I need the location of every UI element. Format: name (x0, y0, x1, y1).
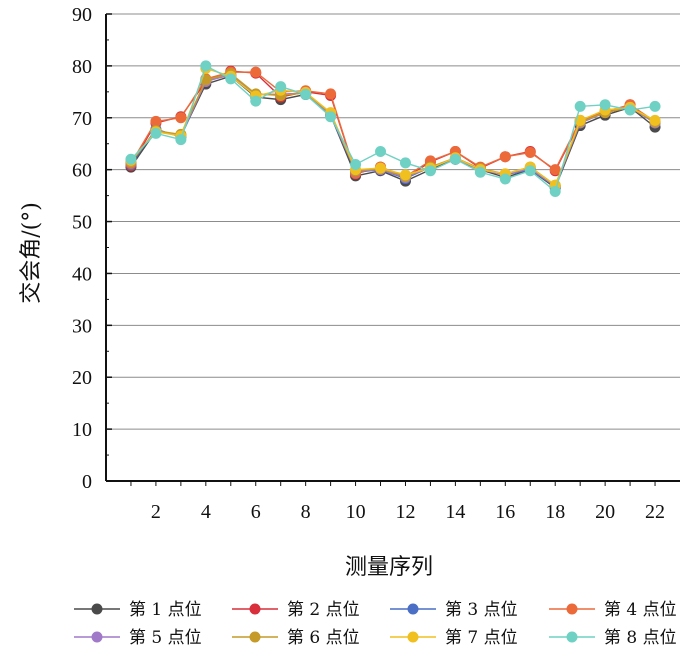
series-line (130, 75, 656, 189)
legend: 第 1 点位 第 2 点位 第 3 点位 第 4 点位第 5 点位 第 6 点位 第 7 … (74, 600, 677, 648)
y-tick-label: 80 (72, 56, 92, 78)
y-axis-title: 交会角/(°) (19, 202, 44, 304)
data-point (275, 81, 287, 93)
legend-label: 第 3 点位 (445, 600, 518, 620)
x-tick-label: 14 (445, 501, 465, 523)
data-point (424, 165, 436, 177)
legend-item: 第 7 点位 (390, 628, 518, 648)
y-tick-label: 50 (72, 212, 92, 234)
data-point (175, 134, 187, 146)
data-point (499, 151, 511, 163)
x-axis-title: 测量序列 (345, 555, 433, 580)
legend-label: 第 6 点位 (287, 628, 360, 648)
data-point (574, 100, 586, 112)
x-axis-ticks: 2 4 6 8 10 12 14 16 18 20 22 (130, 481, 665, 523)
legend-item: 第 8 点位 (549, 628, 677, 648)
data-point (624, 104, 636, 116)
legend-marker (566, 603, 578, 615)
gridlines (106, 13, 680, 430)
legend-marker (91, 603, 103, 615)
x-tick-label: 22 (645, 501, 665, 523)
legend-item: 第 4 点位 (549, 600, 677, 620)
series-group (125, 60, 661, 197)
x-tick-label: 18 (545, 501, 565, 523)
legend-item: 第 5 点位 (74, 628, 202, 648)
series-line (130, 64, 656, 193)
data-point (250, 66, 262, 78)
y-tick-label: 60 (72, 160, 92, 182)
data-point (150, 127, 162, 139)
legend-label: 第 5 点位 (129, 628, 202, 648)
legend-marker (91, 631, 103, 643)
data-point (524, 165, 536, 177)
data-point (175, 112, 187, 124)
x-tick-label: 4 (201, 501, 211, 523)
data-point (300, 88, 312, 100)
legend-item: 第 6 点位 (232, 628, 360, 648)
data-point (200, 60, 212, 72)
y-tick-label: 30 (72, 315, 92, 337)
data-point (250, 95, 262, 107)
axes (105, 14, 680, 482)
x-tick-label: 20 (595, 501, 615, 523)
data-point (399, 157, 411, 169)
data-point (599, 99, 611, 111)
series-1 (125, 70, 661, 194)
data-point (325, 88, 337, 100)
data-point (325, 111, 337, 123)
y-tick-label: 70 (72, 108, 92, 130)
legend-marker (407, 631, 419, 643)
data-point (399, 169, 411, 181)
x-tick-label: 8 (301, 501, 311, 523)
legend-item: 第 2 点位 (232, 600, 360, 620)
data-point (125, 153, 137, 165)
data-point (524, 147, 536, 159)
data-point (649, 100, 661, 112)
y-axis-ticks: 0 10 20 30 40 50 60 70 80 90 (72, 4, 112, 493)
x-tick-label: 6 (251, 501, 261, 523)
y-tick-label: 90 (72, 4, 92, 26)
legend-label: 第 4 点位 (604, 600, 677, 620)
data-point (350, 158, 362, 170)
x-tick-label: 10 (346, 501, 366, 523)
data-point (549, 185, 561, 197)
data-point (225, 73, 237, 85)
data-point (150, 115, 162, 127)
data-point (375, 146, 387, 158)
x-tick-label: 2 (151, 501, 161, 523)
data-point (449, 153, 461, 165)
legend-marker (407, 603, 419, 615)
series-8 (125, 60, 661, 197)
y-tick-label: 40 (72, 263, 92, 285)
legend-label: 第 8 点位 (604, 628, 677, 648)
legend-label: 第 7 点位 (445, 628, 518, 648)
data-point (474, 166, 486, 178)
y-tick-label: 10 (72, 419, 92, 441)
data-point (499, 173, 511, 185)
legend-marker (249, 603, 261, 615)
legend-item: 第 1 点位 (74, 600, 202, 620)
legend-marker (566, 631, 578, 643)
y-tick-label: 20 (72, 367, 92, 389)
legend-label: 第 1 点位 (129, 600, 202, 620)
x-tick-label: 12 (395, 501, 415, 523)
y-tick-label: 0 (82, 471, 92, 493)
legend-label: 第 2 点位 (287, 600, 360, 620)
data-point (549, 164, 561, 176)
data-point (375, 162, 387, 174)
x-tick-label: 16 (495, 501, 515, 523)
data-point (649, 114, 661, 126)
legend-marker (249, 631, 261, 643)
legend-item: 第 3 点位 (390, 600, 518, 620)
